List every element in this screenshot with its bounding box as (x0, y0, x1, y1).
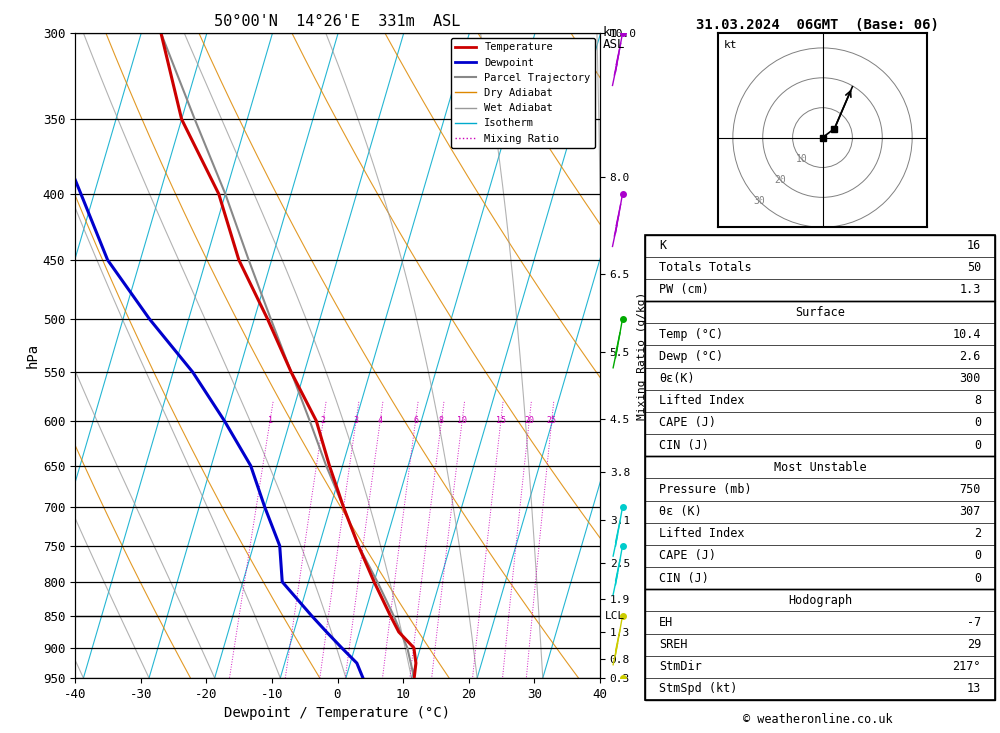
Text: 10: 10 (457, 416, 467, 425)
Text: Hodograph: Hodograph (788, 594, 852, 607)
X-axis label: Dewpoint / Temperature (°C): Dewpoint / Temperature (°C) (224, 707, 451, 721)
Text: 8: 8 (439, 416, 444, 425)
Text: 8: 8 (974, 394, 981, 408)
Text: 30: 30 (753, 196, 765, 206)
Legend: Temperature, Dewpoint, Parcel Trajectory, Dry Adiabat, Wet Adiabat, Isotherm, Mi: Temperature, Dewpoint, Parcel Trajectory… (451, 38, 595, 148)
Text: 217°: 217° (952, 660, 981, 674)
Text: 0: 0 (974, 572, 981, 585)
Text: θε(K): θε(K) (659, 372, 695, 385)
Text: 2: 2 (321, 416, 326, 425)
Text: 0: 0 (974, 416, 981, 430)
Text: SREH: SREH (659, 638, 688, 651)
Text: 0: 0 (974, 438, 981, 452)
Text: Surface: Surface (795, 306, 845, 319)
Text: Totals Totals: Totals Totals (659, 261, 752, 274)
Text: LCL: LCL (605, 611, 625, 621)
Text: PW (cm): PW (cm) (659, 284, 709, 296)
Y-axis label: hPa: hPa (26, 343, 40, 368)
Text: 300: 300 (960, 372, 981, 385)
Bar (645, 589, 995, 700)
Text: CAPE (J): CAPE (J) (659, 416, 716, 430)
Text: 16: 16 (967, 239, 981, 252)
Text: Dewp (°C): Dewp (°C) (659, 350, 723, 363)
Text: CIN (J): CIN (J) (659, 572, 709, 585)
Text: 750: 750 (960, 483, 981, 496)
Text: 31.03.2024  06GMT  (Base: 06): 31.03.2024 06GMT (Base: 06) (696, 18, 939, 32)
Bar (645, 235, 995, 301)
Text: km: km (603, 26, 618, 39)
Bar (645, 301, 995, 456)
Text: 10.4: 10.4 (952, 328, 981, 341)
Text: Lifted Index: Lifted Index (659, 394, 744, 408)
Text: 1.3: 1.3 (960, 284, 981, 296)
Text: 20: 20 (774, 175, 786, 185)
Text: Most Unstable: Most Unstable (774, 461, 866, 474)
Text: 0: 0 (974, 550, 981, 562)
Text: CAPE (J): CAPE (J) (659, 550, 716, 562)
Text: 10: 10 (795, 154, 807, 163)
Text: Mixing Ratio (g/kg): Mixing Ratio (g/kg) (637, 292, 647, 419)
Text: EH: EH (659, 616, 673, 629)
Text: StmSpd (kt): StmSpd (kt) (659, 682, 737, 696)
Text: 25: 25 (547, 416, 557, 425)
Text: 307: 307 (960, 505, 981, 518)
Text: θε (K): θε (K) (659, 505, 702, 518)
Text: © weatheronline.co.uk: © weatheronline.co.uk (743, 712, 892, 726)
Text: 3: 3 (354, 416, 359, 425)
Title: 50°00'N  14°26'E  331m  ASL: 50°00'N 14°26'E 331m ASL (214, 14, 461, 29)
Text: 50: 50 (967, 261, 981, 274)
Text: Lifted Index: Lifted Index (659, 527, 744, 540)
Text: 13: 13 (967, 682, 981, 696)
Text: 4: 4 (378, 416, 383, 425)
Text: -7: -7 (967, 616, 981, 629)
Text: Pressure (mb): Pressure (mb) (659, 483, 752, 496)
Text: Temp (°C): Temp (°C) (659, 328, 723, 341)
Text: ASL: ASL (603, 38, 626, 51)
Text: 6: 6 (413, 416, 418, 425)
Text: 2: 2 (974, 527, 981, 540)
Text: 1: 1 (268, 416, 273, 425)
Text: CIN (J): CIN (J) (659, 438, 709, 452)
Bar (645, 456, 995, 589)
Text: kt: kt (724, 40, 737, 50)
Text: StmDir: StmDir (659, 660, 702, 674)
Text: 20: 20 (524, 416, 534, 425)
Text: K: K (659, 239, 666, 252)
Text: 15: 15 (496, 416, 506, 425)
Text: 2.6: 2.6 (960, 350, 981, 363)
Text: 29: 29 (967, 638, 981, 651)
